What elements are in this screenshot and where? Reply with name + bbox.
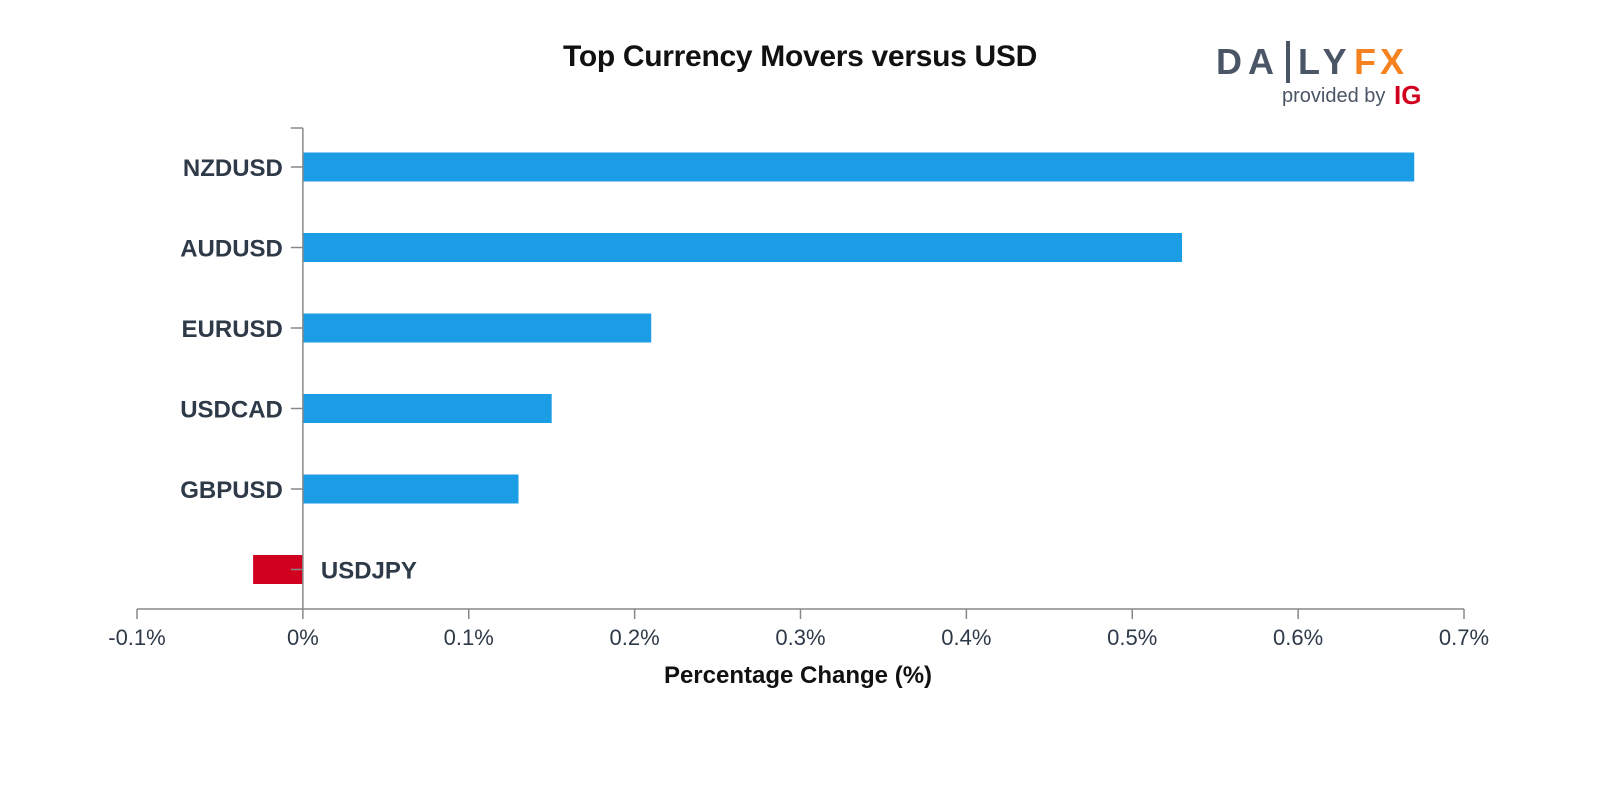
logo-provided-by: provided by bbox=[1282, 85, 1385, 107]
x-axis-title: Percentage Change (%) bbox=[664, 662, 932, 689]
x-tick-label: 0.2% bbox=[610, 625, 660, 650]
x-tick-label: 0.4% bbox=[941, 625, 991, 650]
category-label-audusd: AUDUSD bbox=[180, 236, 283, 263]
x-tick-label: -0.1% bbox=[108, 625, 165, 650]
y-axis: NZDUSD AUDUSD EURUSD USDCAD GBPUSD USDJPY bbox=[180, 127, 417, 609]
bar-gbpusd bbox=[302, 474, 519, 504]
bar-eurusd bbox=[302, 313, 652, 343]
x-tick-label: 0.5% bbox=[1107, 625, 1157, 650]
dailyfx-logo: DA LY FX provided by IG bbox=[1216, 41, 1421, 110]
category-label-gbpusd: GBPUSD bbox=[180, 477, 283, 504]
chart-title: Top Currency Movers versus USD bbox=[563, 40, 1037, 73]
x-tick-label: 0.6% bbox=[1273, 625, 1323, 650]
x-axis: -0.1% 0% 0.1% 0.2% 0.3% 0.4% 0.5% 0.6% 0.7% bbox=[108, 608, 1489, 650]
logo-daily-text: DA bbox=[1216, 41, 1280, 82]
x-tick-label: 0.3% bbox=[775, 625, 825, 650]
x-tick-label: 0% bbox=[287, 625, 319, 650]
bar-audusd bbox=[302, 233, 1183, 262]
bars-group bbox=[253, 152, 1415, 584]
x-tick-label: 0.7% bbox=[1439, 625, 1489, 650]
logo-fx-text: FX bbox=[1354, 41, 1408, 82]
category-label-usdcad: USDCAD bbox=[180, 397, 283, 424]
category-label-eurusd: EURUSD bbox=[182, 316, 283, 343]
x-tick-label: 0.1% bbox=[444, 625, 494, 650]
logo-i-bar bbox=[1286, 41, 1290, 83]
logo-ig: IG bbox=[1394, 80, 1421, 110]
bar-usdcad bbox=[302, 394, 552, 423]
logo-ly-text: LY bbox=[1298, 41, 1353, 82]
category-label-usdjpy: USDJPY bbox=[321, 558, 417, 585]
category-label-nzdusd: NZDUSD bbox=[183, 155, 283, 182]
bar-nzdusd bbox=[302, 152, 1415, 182]
